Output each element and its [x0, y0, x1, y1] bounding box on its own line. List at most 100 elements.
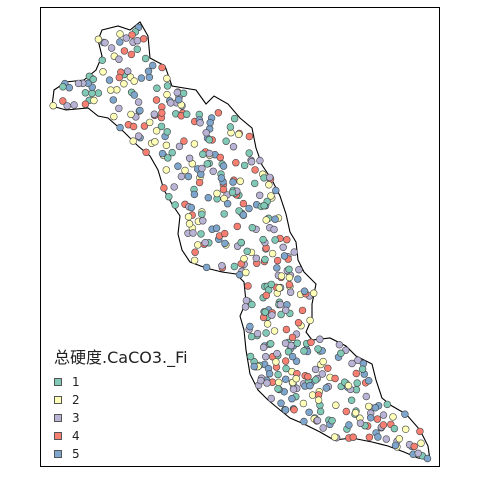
sample-point [144, 67, 153, 76]
legend-swatch [54, 450, 62, 458]
sample-point [141, 54, 150, 63]
sample-point [173, 88, 182, 97]
sample-point [272, 186, 280, 195]
map-frame [40, 7, 440, 467]
sample-point [199, 150, 207, 158]
legend-item: 4 [54, 429, 80, 443]
sample-point [202, 129, 210, 137]
sample-point [300, 287, 309, 295]
legend-swatch [54, 432, 62, 440]
sample-point [265, 370, 274, 378]
sample-point [288, 352, 297, 361]
sample-point [365, 402, 373, 411]
sample-point [142, 148, 150, 157]
sample-point [270, 225, 278, 234]
sample-point [206, 118, 214, 127]
sample-point [316, 335, 324, 343]
sample-point [204, 194, 213, 202]
sample-point [365, 433, 374, 441]
sample-point [307, 338, 315, 346]
sample-point [256, 156, 264, 165]
sample-point [395, 435, 403, 443]
sample-point [175, 95, 183, 104]
sample-point [282, 357, 290, 365]
sample-point [163, 90, 171, 99]
sample-point [122, 34, 131, 42]
sample-point [273, 349, 281, 358]
sample-point [90, 96, 98, 105]
sample-point [416, 427, 424, 436]
sample-point [251, 179, 259, 188]
sample-point [331, 433, 339, 441]
sample-point [198, 210, 206, 218]
sample-point [337, 349, 345, 357]
sample-point [362, 392, 370, 401]
sample-point [160, 184, 168, 192]
sample-point [116, 30, 124, 38]
sample-point [263, 379, 271, 387]
sample-point [251, 166, 259, 174]
sample-point [157, 122, 166, 131]
sample-point [286, 288, 295, 296]
sample-point [179, 89, 188, 98]
sample-point [223, 200, 232, 208]
sample-point [129, 137, 137, 145]
sample-point [242, 268, 250, 277]
sample-point [262, 291, 270, 300]
sample-point [367, 414, 375, 422]
sample-point [171, 201, 179, 209]
sample-point [212, 224, 221, 232]
sample-point [230, 114, 239, 123]
sample-point [242, 296, 251, 305]
sample-point [184, 172, 193, 181]
sample-point [158, 109, 166, 117]
sample-point [311, 365, 320, 374]
sample-point [190, 256, 199, 265]
sample-point [127, 110, 135, 119]
sample-point [152, 96, 161, 104]
sample-point [365, 377, 373, 385]
sample-point [319, 357, 327, 366]
sample-point [423, 454, 432, 463]
sample-point [213, 189, 221, 198]
sample-point [344, 382, 353, 390]
sample-point [199, 217, 207, 225]
sample-point [288, 395, 296, 403]
sample-point [105, 76, 114, 84]
sample-point [259, 343, 268, 352]
sample-point [282, 325, 291, 334]
sample-point [281, 406, 290, 414]
sample-point [245, 149, 253, 157]
sample-point [203, 160, 212, 168]
sample-point [120, 47, 129, 55]
sample-point [94, 89, 103, 97]
sample-point [170, 183, 178, 191]
sample-point [306, 382, 314, 390]
sample-point [279, 243, 287, 252]
sample-point [107, 44, 116, 52]
sample-point [123, 67, 132, 75]
sample-point [149, 61, 157, 70]
sample-point [347, 396, 356, 404]
sample-point [202, 263, 211, 272]
sample-point [257, 376, 265, 385]
legend-swatch [54, 378, 62, 386]
sample-point [163, 74, 171, 83]
sample-point [236, 177, 245, 185]
sample-point [348, 359, 356, 368]
sample-point [300, 417, 308, 426]
sample-point [247, 158, 256, 166]
legend-swatch [54, 396, 62, 404]
sample-point [263, 320, 272, 328]
sample-point [130, 77, 138, 85]
sample-point [98, 56, 107, 64]
sample-point [281, 339, 290, 347]
sample-point [94, 35, 103, 43]
sample-point [194, 241, 202, 249]
sample-point [342, 407, 350, 416]
sample-point [282, 306, 290, 314]
sample-point [216, 153, 225, 162]
sample-point [128, 31, 136, 39]
legend-item: 5 [54, 447, 80, 461]
sample-point [209, 167, 217, 176]
